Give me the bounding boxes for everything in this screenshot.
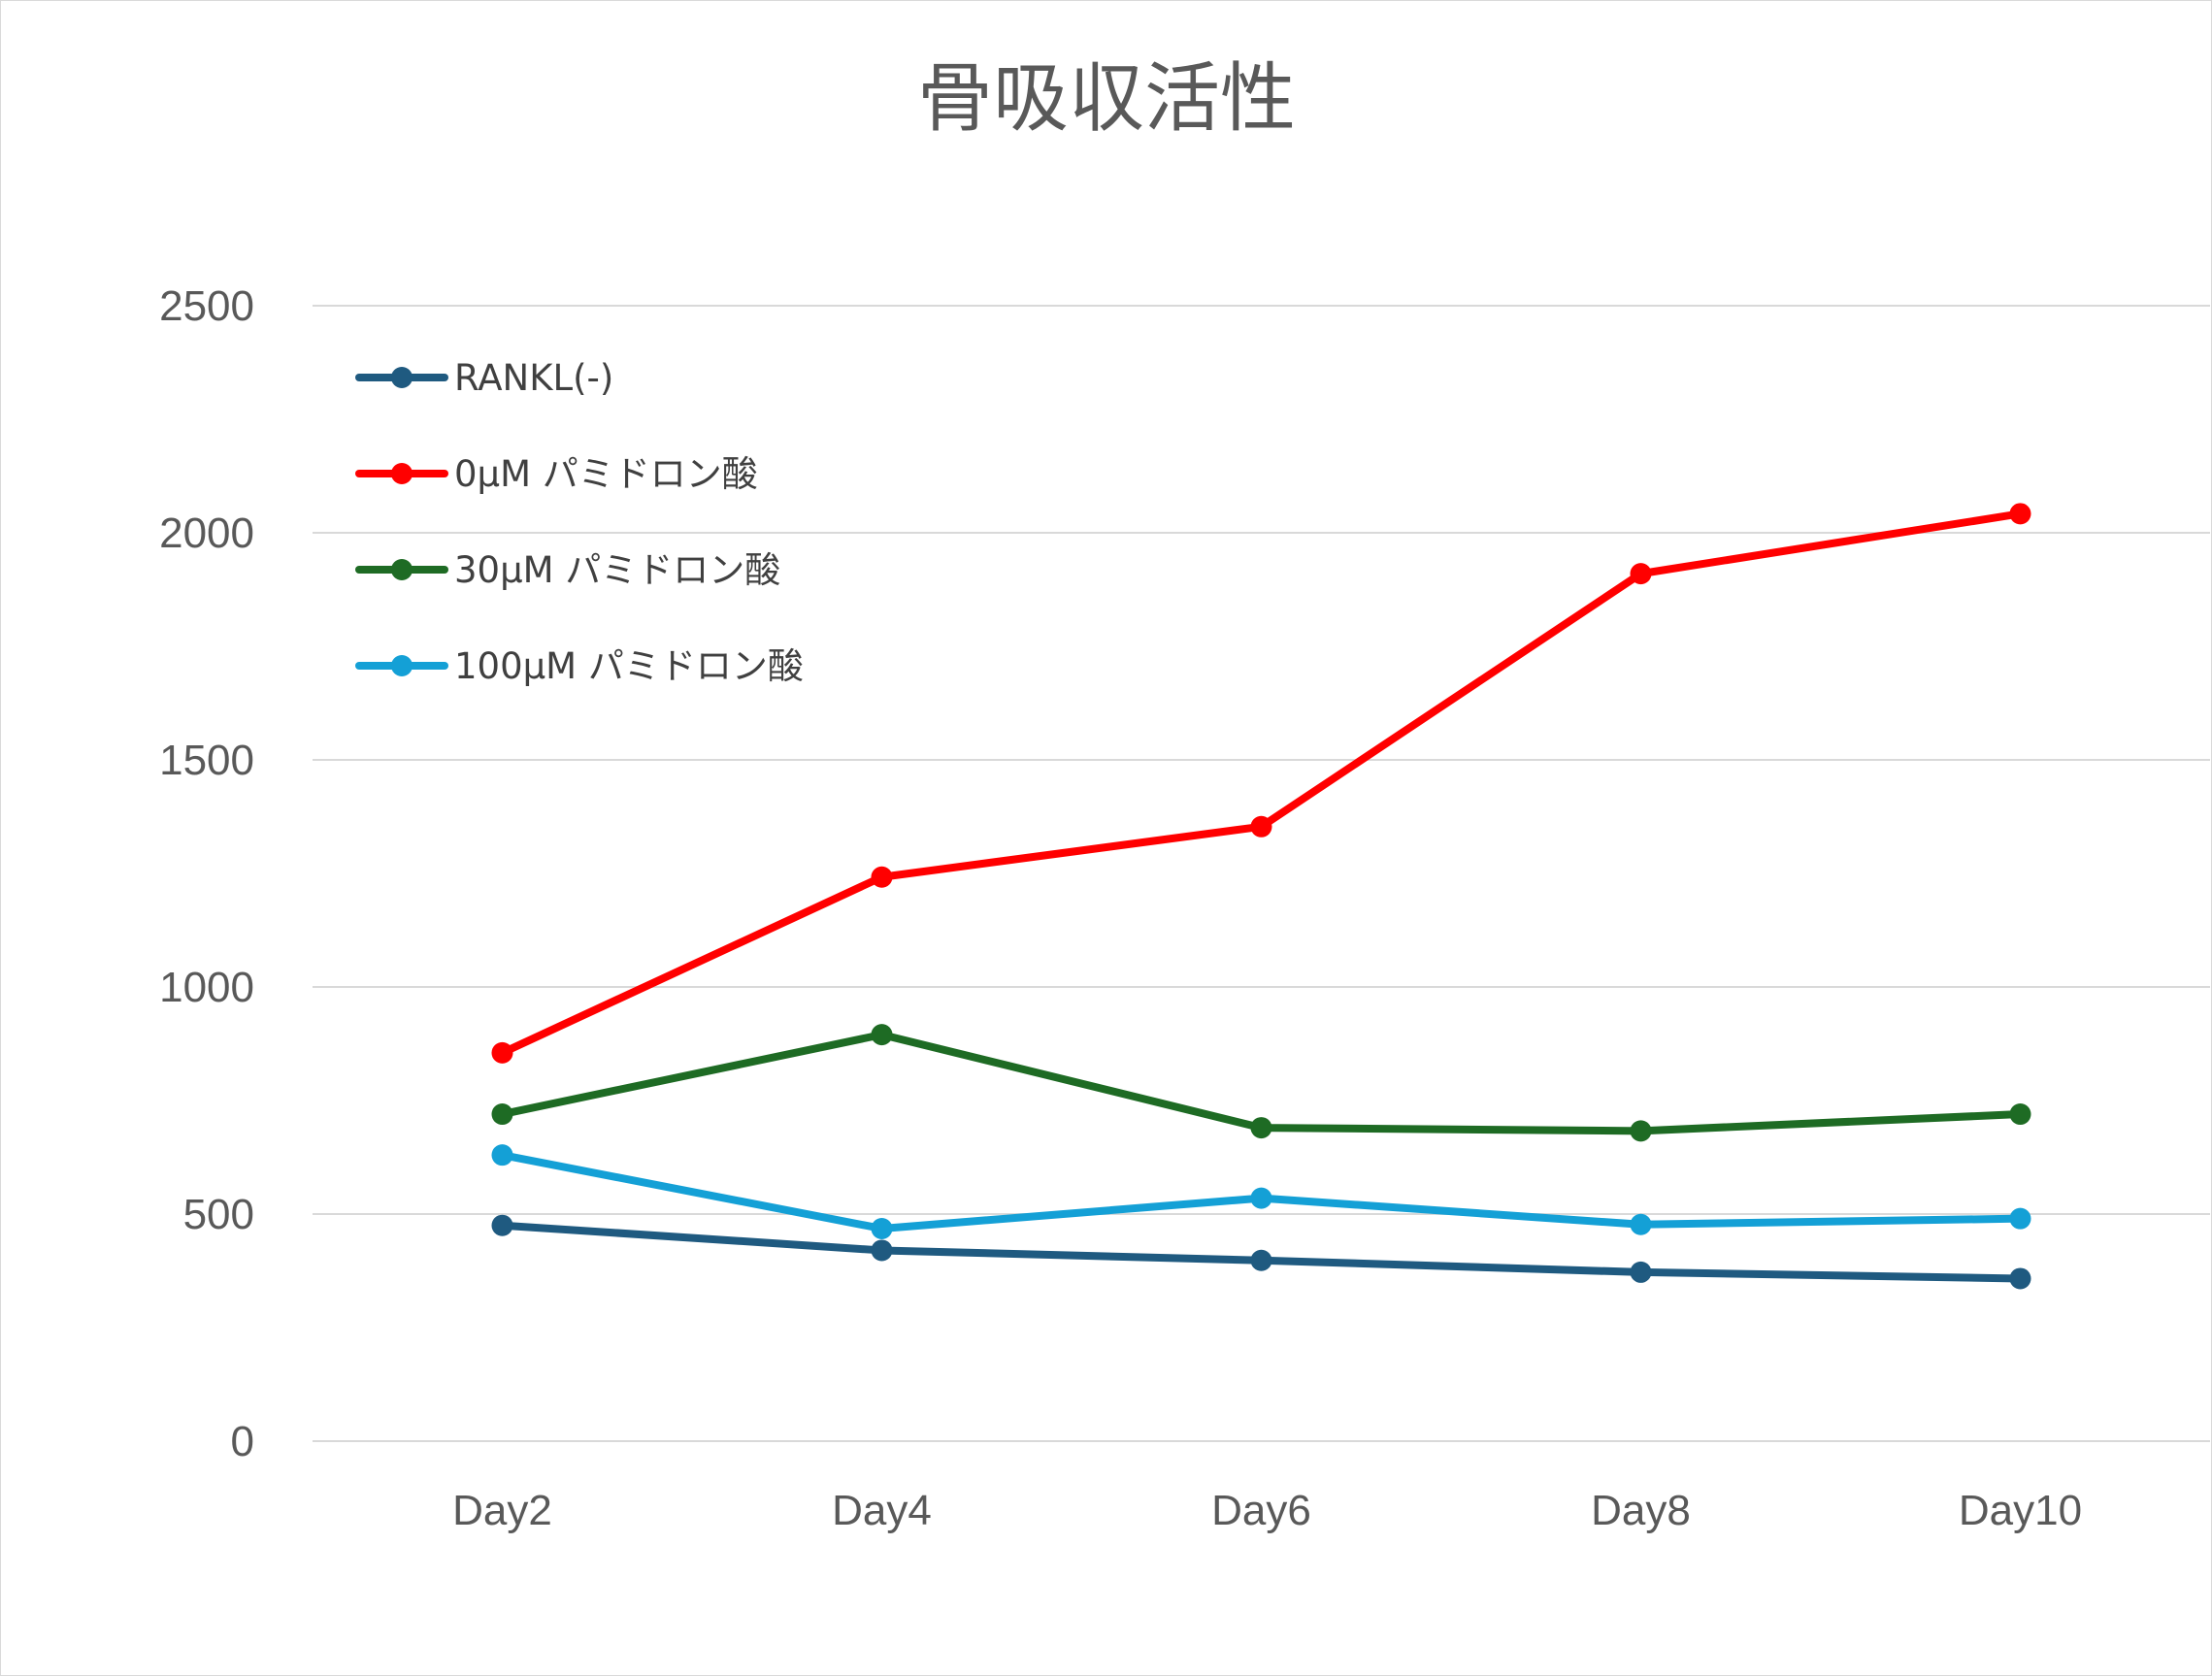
legend-entry: 100μM パミドロン酸 (355, 645, 804, 687)
x-axis-ticks: Day2 Day4 Day6 Day8 Day10 (452, 1487, 2082, 1534)
data-point (1630, 1213, 1652, 1235)
data-point (2009, 1207, 2031, 1230)
data-point (1250, 815, 1272, 838)
data-point (1630, 563, 1652, 585)
data-point (871, 1239, 893, 1262)
legend-label: 100μM パミドロン酸 (454, 645, 804, 687)
data-point (2009, 503, 2031, 525)
legend-swatch-marker (391, 367, 413, 388)
y-tick-label: 2000 (159, 509, 254, 557)
legend-label: RANKL(-) (454, 357, 613, 399)
x-tick-label: Day8 (1591, 1487, 1691, 1534)
y-tick-label: 2500 (159, 282, 254, 330)
y-tick-label: 0 (231, 1418, 254, 1465)
y-tick-label: 1000 (159, 964, 254, 1011)
x-tick-label: Day4 (832, 1487, 932, 1534)
series-lines (491, 503, 2031, 1290)
series-2 (491, 1024, 2031, 1142)
data-point (2009, 1267, 2031, 1290)
legend-entry: 30μM パミドロン酸 (355, 549, 780, 591)
legend-label: 30μM パミドロン酸 (454, 549, 780, 591)
y-tick-label: 500 (183, 1191, 254, 1238)
x-tick-label: Day2 (452, 1487, 552, 1534)
legend-swatch-marker (391, 463, 413, 484)
series-0 (491, 1214, 2031, 1290)
data-point (1630, 1120, 1652, 1142)
data-point (2009, 1103, 2031, 1126)
y-tick-label: 1500 (159, 737, 254, 784)
x-tick-label: Day10 (1959, 1487, 2082, 1534)
y-axis-ticks: 0 500 1000 1500 2000 2500 (159, 282, 254, 1465)
gridlines (313, 305, 2210, 1442)
series-3 (491, 1144, 2031, 1239)
legend-entry: 0μM パミドロン酸 (355, 453, 758, 495)
legend-swatch-marker (391, 559, 413, 580)
chart-title: 骨吸収活性 (917, 55, 1296, 143)
data-point (1250, 1249, 1272, 1271)
data-point (871, 1024, 893, 1046)
series-line (498, 509, 2025, 1057)
data-point (1250, 1187, 1272, 1209)
legend-label: 0μM パミドロン酸 (454, 453, 758, 495)
data-point (491, 1144, 513, 1167)
data-point (1250, 1117, 1272, 1139)
series-1 (491, 503, 2031, 1064)
data-point (491, 1103, 513, 1126)
legend: RANKL(-) 0μM パミドロン酸 30μM パミドロン酸 100μM パミドロン… (355, 357, 804, 687)
data-point (491, 1214, 513, 1236)
series-line (498, 1031, 2025, 1135)
data-point (1630, 1261, 1652, 1283)
legend-entry: RANKL(-) (355, 357, 613, 399)
legend-swatch-marker (391, 655, 413, 676)
x-tick-label: Day6 (1211, 1487, 1311, 1534)
data-point (871, 866, 893, 888)
data-point (491, 1041, 513, 1064)
data-point (871, 1217, 893, 1239)
